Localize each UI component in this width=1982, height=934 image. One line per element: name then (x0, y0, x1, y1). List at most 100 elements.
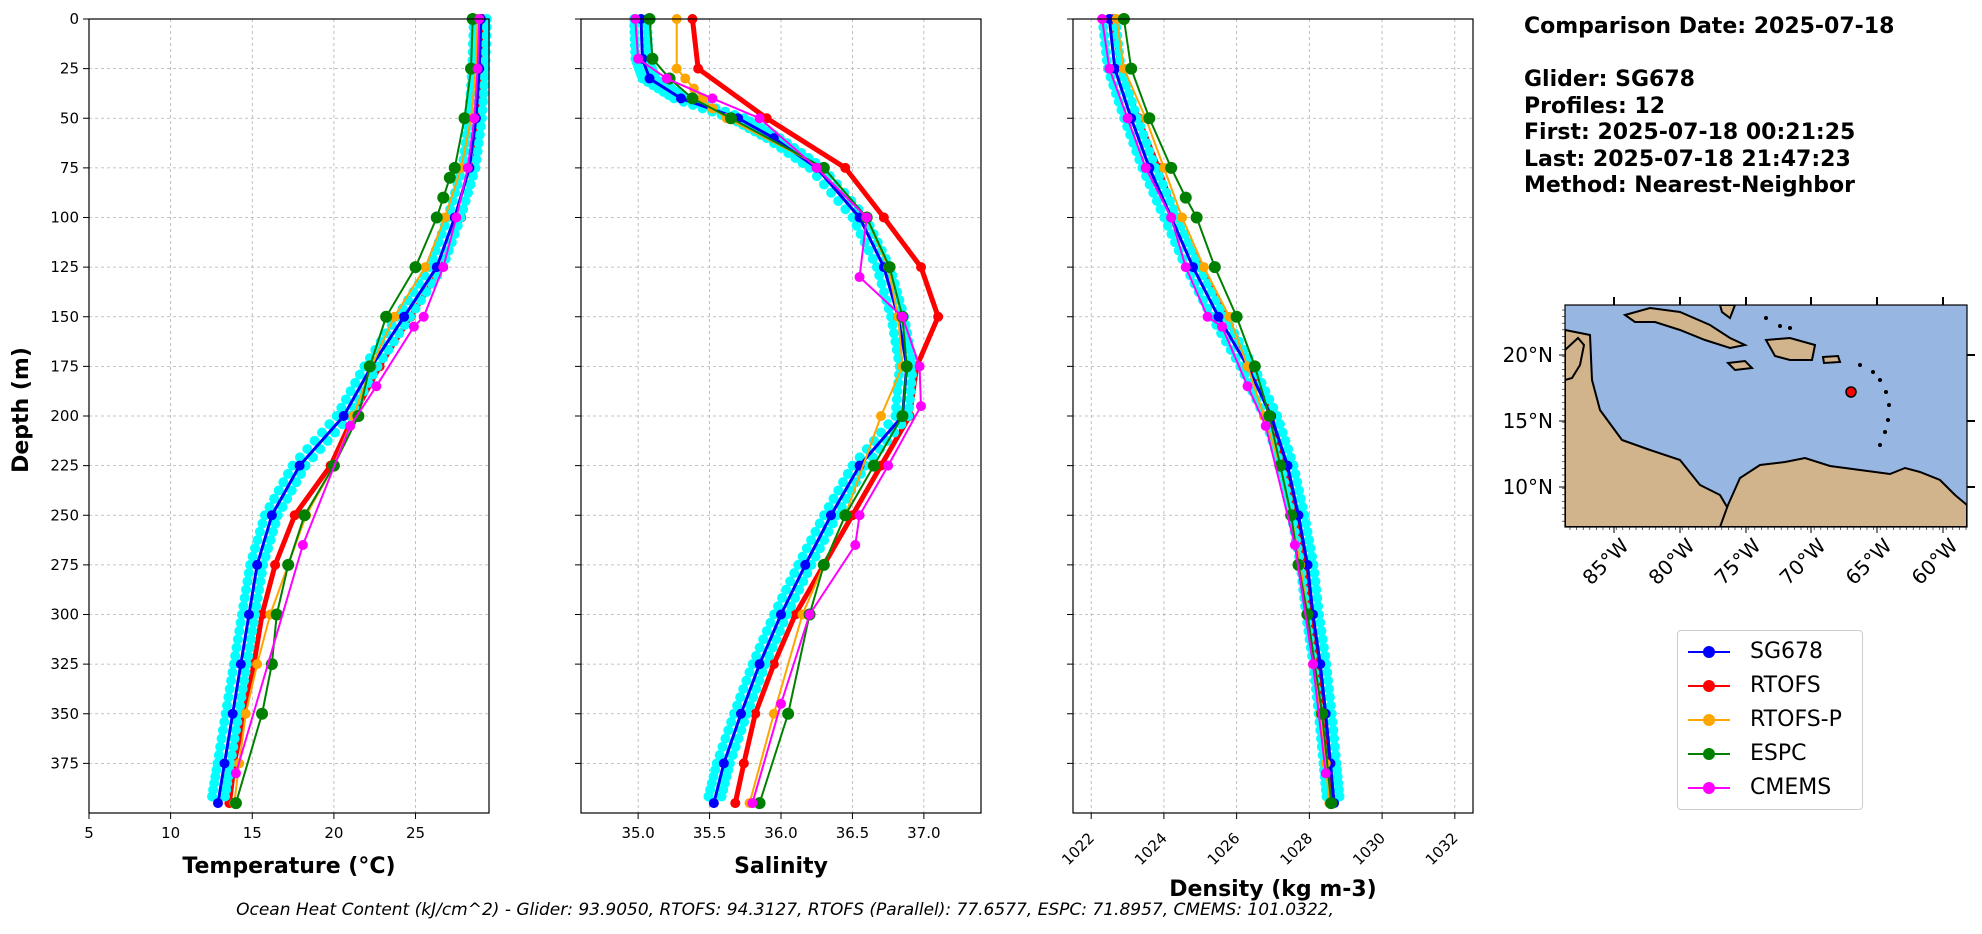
data-point (754, 659, 765, 670)
glider-spread-point (213, 750, 224, 761)
glider-spread-point (232, 717, 243, 728)
data-point (850, 540, 861, 551)
data-point (878, 212, 889, 223)
glider-spread-point (471, 154, 482, 165)
data-point (252, 659, 263, 670)
glider-spread-point (267, 526, 278, 537)
y-tick-label: 175 (50, 357, 79, 375)
glider-spread-point (282, 468, 293, 479)
data-point (854, 272, 865, 283)
glider-spread-point (741, 675, 752, 686)
data-point (782, 707, 795, 720)
glider-spread-point (410, 303, 421, 314)
glider-position-marker (1845, 386, 1857, 398)
glider-spread-point (1186, 245, 1197, 256)
glider-spread-point (1162, 220, 1173, 231)
glider-spread-point (747, 659, 758, 670)
glider-spread-point (1175, 220, 1186, 231)
glider-spread-point (1325, 700, 1336, 711)
glider-spread-point (237, 683, 248, 694)
data-point (338, 411, 349, 421)
glider-spread-point (230, 650, 241, 661)
data-point (768, 708, 779, 719)
glider-spread-point (1141, 138, 1152, 149)
glider-spread-point (1215, 303, 1226, 314)
data-point (916, 401, 926, 412)
glider-spread-point (1148, 187, 1159, 198)
glider-spread-point (1294, 485, 1304, 496)
glider-spread-point (823, 501, 834, 512)
legend-label: CMEMS (1750, 775, 1832, 800)
glider-spread-point (1280, 435, 1291, 446)
data-point (418, 311, 429, 322)
data-point (900, 360, 913, 373)
glider-spread-point (467, 171, 478, 182)
data-point (676, 93, 686, 104)
data-point (212, 798, 223, 809)
glider-spread-point (255, 576, 266, 587)
glider-spread-point (729, 708, 739, 719)
glider-spread-point (207, 791, 218, 802)
glider-spread-point (771, 634, 782, 645)
map-land-puerto-rico (1821, 354, 1842, 365)
data-point (768, 659, 779, 670)
data-point (462, 162, 473, 173)
glider-spread-point (421, 286, 432, 297)
glider-spread-point (236, 692, 247, 703)
glider-spread-point (1334, 791, 1345, 802)
data-point (840, 162, 851, 173)
glider-spread-point (247, 626, 258, 637)
glider-spread-point (270, 518, 281, 529)
glider-spread-point (1179, 229, 1190, 240)
x-axis-label: Temperature (°C) (182, 854, 395, 879)
map-land-south-america (1718, 456, 1967, 527)
glider-spread-point (1198, 270, 1209, 281)
glider-spread-point (726, 717, 737, 728)
map-land-yucatan (1565, 336, 1586, 382)
glider-spread-point (814, 543, 825, 554)
glider-spread-point (1264, 394, 1275, 405)
glider-spread-point (294, 452, 305, 463)
data-point (1308, 659, 1318, 670)
glider-spread-point (302, 444, 313, 455)
data-point (1301, 608, 1314, 621)
data-point (219, 758, 230, 769)
y-tick-label: 125 (50, 258, 79, 276)
data-point (790, 609, 801, 620)
data-point (244, 609, 254, 620)
x-tick-label: 37.0 (907, 824, 940, 842)
glider-spread-point (819, 535, 830, 546)
data-point (439, 212, 450, 223)
data-point (345, 420, 356, 431)
glider-spread-point (220, 791, 231, 802)
glider-spread-point (1318, 642, 1329, 653)
glider-spread-point (479, 71, 490, 82)
y-tick-label: 300 (50, 606, 79, 624)
glider-spread-point (239, 592, 250, 603)
map-land-cuba (1622, 306, 1749, 350)
glider-spread-point (1320, 650, 1331, 661)
y-tick-label: 350 (50, 705, 79, 723)
glider-spread-point (1126, 96, 1137, 107)
data-point (1188, 262, 1198, 273)
x-tick-label: 36.0 (764, 824, 797, 842)
axes-frame (1072, 18, 1474, 814)
glider-spread-point (228, 659, 239, 670)
glider-spread-point (226, 750, 237, 761)
data-point (266, 510, 277, 521)
data-point (916, 262, 926, 273)
glider-spread-point (1310, 576, 1321, 587)
glider-spread-point (252, 535, 263, 546)
glider-spread-point (744, 667, 755, 678)
glider-spread-point (1159, 212, 1170, 223)
data-point (363, 360, 376, 373)
data-point (235, 659, 246, 670)
map-lon-label: 65°W (1841, 533, 1897, 589)
glider-spread-point (738, 683, 749, 694)
glider-spread-point (1316, 626, 1327, 637)
data-point (800, 559, 811, 570)
comparison-info: Comparison Date: 2025-07-18 Glider: SG67… (1524, 14, 1894, 200)
series-sg678 (629, 14, 918, 809)
glider-spread-point (735, 692, 746, 703)
glider-spread-point (904, 394, 915, 405)
